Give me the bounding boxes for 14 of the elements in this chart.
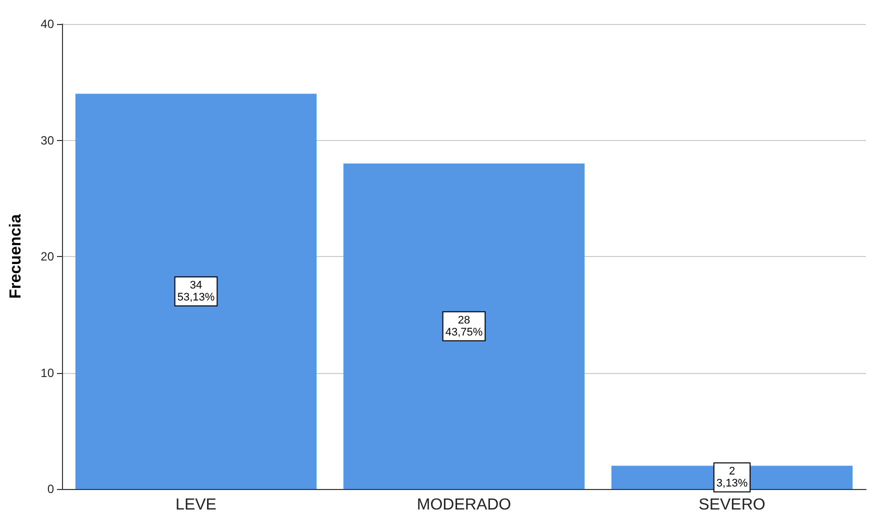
x-tick-label: MODERADO	[416, 496, 512, 514]
x-tick-label: SEVERO	[698, 496, 766, 514]
data-label: 34 53,13%	[177, 279, 215, 304]
y-tick-label: 20	[40, 250, 54, 264]
bar	[75, 94, 317, 489]
x-tick-label: LEVE	[176, 496, 216, 514]
bar	[343, 164, 585, 489]
data-label: 28 43,75%	[445, 314, 483, 338]
data-label: 2 3,13%	[716, 465, 748, 490]
y-axis-title: Frecuencia	[8, 214, 24, 299]
y-tick-label: 0	[47, 482, 54, 496]
y-tick-label: 10	[40, 366, 54, 380]
y-tick-label: 40	[40, 17, 54, 31]
y-tick-label: 30	[40, 133, 54, 148]
